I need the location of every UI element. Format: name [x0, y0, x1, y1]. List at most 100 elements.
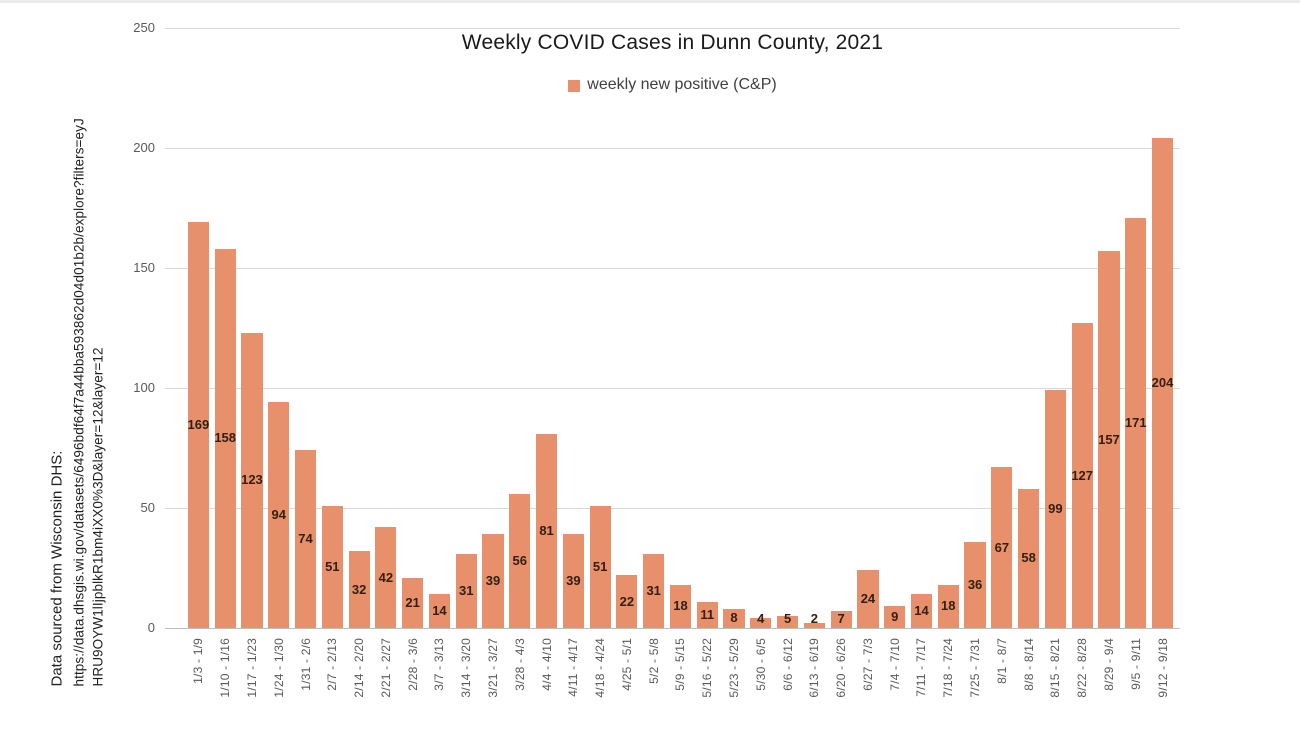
bar-slot: 42 — [372, 28, 399, 628]
gridline-50 — [165, 507, 1180, 509]
bar — [991, 467, 1013, 628]
bar-value-label: 51 — [592, 558, 608, 574]
bar — [750, 618, 772, 628]
bar-slot: 56 — [506, 28, 533, 628]
bar-value-label: 18 — [941, 598, 956, 614]
x-tick-cell: 1/3 - 1/9 — [185, 638, 212, 731]
bar-value-label: 67 — [994, 539, 1010, 555]
x-tick-label: 6/13 - 6/19 — [807, 638, 822, 698]
x-tick-cell: 2/7 - 2/13 — [319, 638, 346, 731]
bar — [589, 505, 611, 628]
x-tick-cell: 4/25 - 5/1 — [614, 638, 641, 731]
x-tick-cell: 7/4 - 7/10 — [881, 638, 908, 731]
x-tick-cell: 7/11 - 7/17 — [908, 638, 935, 731]
bar-value-label: 36 — [967, 576, 983, 592]
bar — [375, 527, 397, 628]
x-tick-label: 8/8 - 8/14 — [1021, 638, 1036, 691]
x-tick-label: 7/18 - 7/24 — [941, 638, 956, 698]
x-tick-label: 5/9 - 5/15 — [673, 638, 688, 691]
bar — [214, 248, 236, 628]
bar-slot: 14 — [908, 28, 935, 628]
bar-value-label: 94 — [271, 507, 286, 523]
bar — [910, 594, 933, 628]
bar — [1071, 323, 1093, 628]
x-tick-label: 8/22 - 8/28 — [1075, 638, 1090, 698]
legend-swatch-icon — [568, 79, 581, 92]
x-tick-cell: 6/6 - 6/12 — [774, 638, 801, 731]
bar-value-label: 24 — [860, 591, 876, 607]
bar-slot: 94 — [265, 28, 292, 628]
bar — [562, 534, 584, 628]
x-tick-cell: 6/20 - 6/26 — [828, 638, 855, 731]
y-axis-labels: 0 50 100 150 200 250 — [95, 20, 155, 635]
bar-slot: 123 — [239, 28, 266, 628]
bar-slot: 9 — [881, 28, 908, 628]
x-tick-label: 4/18 - 4/24 — [593, 638, 608, 698]
x-tick-label: 1/17 - 1/23 — [244, 638, 259, 698]
x-tick-label: 7/4 - 7/10 — [887, 638, 902, 691]
bar-slot: 5 — [774, 28, 801, 628]
bar-slot: 31 — [453, 28, 480, 628]
bar — [616, 575, 638, 628]
plot-area: 169 158 123 94 74 51 32 42 21 14 31 39 56 81 39 51 22 31 1… — [165, 27, 1180, 629]
bar-slot: 11 — [694, 28, 721, 628]
bar — [428, 594, 450, 628]
x-tick-cell: 8/8 - 8/14 — [1015, 638, 1042, 731]
bar-value-label: 11 — [700, 606, 715, 622]
x-tick-label: 3/14 - 3/20 — [459, 638, 474, 698]
x-tick-label: 8/1 - 8/7 — [994, 638, 1009, 684]
chart-legend: weekly new positive (C&P) — [165, 76, 1180, 94]
window-top-edge — [0, 0, 1300, 3]
legend-label: weekly new positive (C&P) — [587, 76, 777, 93]
x-tick-label: 8/15 - 8/21 — [1048, 638, 1063, 698]
x-tick-cell: 4/4 - 4/10 — [533, 638, 560, 731]
x-tick-label: 7/25 - 7/31 — [968, 638, 983, 698]
bar-slot: 4 — [747, 28, 774, 628]
x-axis-line — [165, 627, 1180, 629]
bar — [1044, 390, 1066, 628]
x-tick-label: 1/31 - 2/6 — [298, 638, 313, 691]
bar — [535, 433, 558, 628]
bar-slot: 8 — [721, 28, 748, 628]
x-tick-label: 1/3 - 1/9 — [191, 638, 206, 684]
bar — [669, 584, 692, 628]
x-tick-cell: 9/12 - 9/18 — [1149, 638, 1176, 731]
bar-slot: 22 — [614, 28, 641, 628]
bar-value-label: 31 — [458, 582, 474, 598]
x-tick-label: 5/30 - 6/5 — [753, 638, 768, 691]
gridline-150 — [165, 267, 1180, 269]
x-tick-cell: 1/10 - 1/16 — [212, 638, 239, 731]
x-tick-cell: 2/21 - 2/27 — [372, 638, 399, 731]
bar — [830, 611, 852, 628]
bar-slot: 39 — [480, 28, 507, 628]
bar-value-label: 74 — [298, 531, 313, 547]
bar — [321, 505, 343, 628]
bar-slot: 39 — [560, 28, 587, 628]
y-tick-label-0: 0 — [147, 620, 155, 635]
bar — [187, 222, 209, 628]
bar-slot: 169 — [185, 28, 212, 628]
x-tick-cell: 8/15 - 8/21 — [1042, 638, 1069, 731]
x-tick-cell: 2/28 - 3/6 — [399, 638, 426, 731]
bar — [723, 608, 745, 628]
bar-slot: 158 — [212, 28, 239, 628]
x-tick-cell: 5/23 - 5/29 — [721, 638, 748, 731]
y-tick-label-150: 150 — [133, 260, 155, 275]
x-tick-cell: 1/17 - 1/23 — [239, 638, 266, 731]
gridline-200 — [165, 147, 1180, 149]
x-tick-label: 4/4 - 4/10 — [539, 638, 554, 691]
x-tick-label: 2/7 - 2/13 — [325, 638, 340, 691]
x-tick-label: 6/27 - 7/3 — [860, 638, 875, 691]
x-tick-label: 2/28 - 3/6 — [405, 638, 420, 691]
y-tick-label-50: 50 — [140, 500, 155, 515]
bar-slot: 74 — [292, 28, 319, 628]
x-tick-label: 3/28 - 4/3 — [512, 638, 527, 691]
chart-title-wrap: Weekly COVID Cases in Dunn County, 2021 — [165, 31, 1180, 55]
bar-slot: 51 — [319, 28, 346, 628]
bar — [348, 551, 370, 628]
x-tick-label: 6/6 - 6/12 — [780, 638, 795, 691]
bar-slot: 31 — [640, 28, 667, 628]
x-tick-cell: 1/24 - 1/30 — [265, 638, 292, 731]
bar-slot: 18 — [935, 28, 962, 628]
